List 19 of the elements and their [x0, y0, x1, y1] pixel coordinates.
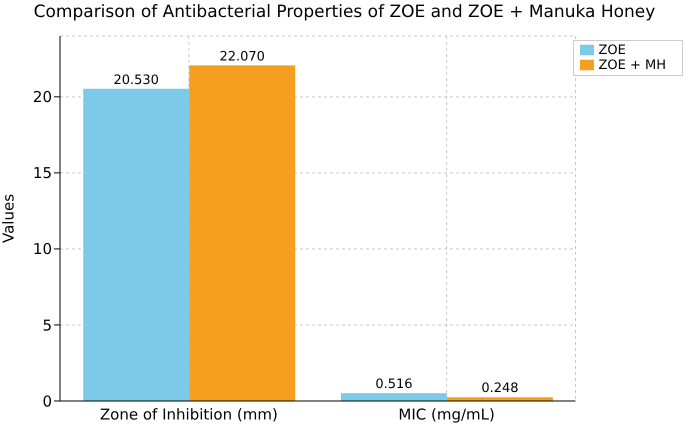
- y-tick-label: 10: [32, 240, 52, 258]
- bar: [340, 393, 447, 401]
- bar: [189, 65, 296, 401]
- y-tick-label: 5: [42, 316, 52, 334]
- x-tick-label: Zone of Inhibition (mm): [100, 406, 278, 424]
- y-axis-title: Values: [0, 194, 18, 244]
- x-tick-label: MIC (mg/mL): [398, 406, 495, 424]
- y-tick-label: 15: [32, 164, 52, 182]
- data-label: 0.516: [375, 377, 413, 392]
- y-tick-label: 0: [42, 392, 52, 410]
- chart-title: Comparison of Antibacterial Properties of ZOE and ZOE + Manuka Honey: [32, 2, 656, 22]
- data-label: 20.530: [113, 72, 159, 88]
- data-label: 22.070: [219, 49, 265, 64]
- data-label: 0.248: [481, 381, 519, 396]
- bar: [446, 397, 553, 401]
- legend-label: ZOE: [598, 43, 626, 58]
- bar: [83, 88, 190, 401]
- legend-label: ZOE + MH: [598, 58, 666, 73]
- y-tick-label: 20: [32, 88, 52, 106]
